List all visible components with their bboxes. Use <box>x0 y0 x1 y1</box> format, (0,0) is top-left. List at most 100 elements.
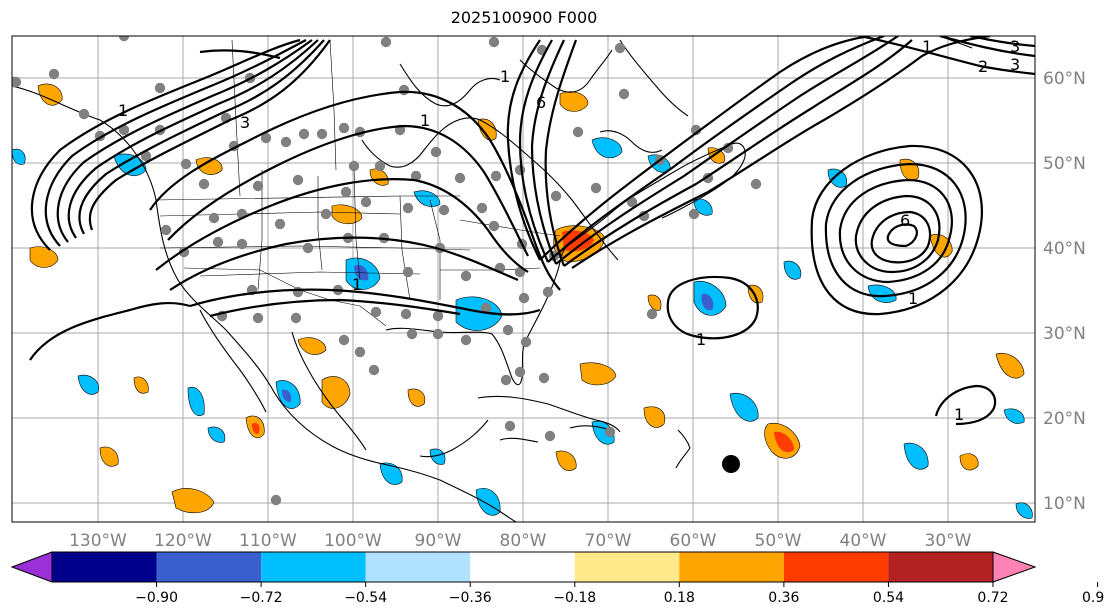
contour-label: 3 <box>1010 55 1020 74</box>
contour-label: 6 <box>536 93 546 112</box>
station-dot <box>78 108 90 120</box>
contour-line <box>506 39 541 261</box>
negative-anomaly-patch <box>207 426 226 443</box>
contour-line <box>555 36 899 265</box>
station-dot <box>480 302 492 314</box>
negative-anomaly-patch <box>379 462 403 485</box>
negative-anomaly-patch <box>783 260 802 280</box>
contour-line <box>539 36 871 261</box>
contour-line <box>563 39 913 267</box>
contour-line <box>149 90 561 291</box>
contour-line <box>199 49 281 60</box>
positive-anomaly-patch <box>579 362 617 386</box>
colorbar-segment <box>888 552 993 582</box>
contour-line <box>209 298 461 318</box>
station-dot <box>750 178 762 190</box>
station-dot <box>274 218 286 230</box>
station-dot <box>410 170 422 182</box>
station-dot <box>212 236 224 248</box>
station-dot <box>48 68 60 80</box>
positive-anomaly-patch <box>29 246 59 268</box>
colorbar-min-extension <box>10 551 53 583</box>
station-dot <box>432 310 444 322</box>
station-dot <box>302 242 314 254</box>
map-frame <box>11 35 1036 523</box>
station-dot <box>614 42 626 54</box>
contour-line <box>518 39 553 263</box>
contour-line <box>530 39 565 265</box>
contour-line <box>30 38 301 251</box>
station-dot <box>432 328 444 340</box>
longitude-labels: 130°W 120°W 110°W 100°W 90°W 80°W 70°W 60°W 50°W… <box>69 531 972 551</box>
station-dot <box>504 420 516 432</box>
contour-label: 3 <box>1010 37 1020 56</box>
station-dot <box>154 82 166 94</box>
station-dot <box>590 182 602 194</box>
longitude-label: 30°W <box>925 531 972 551</box>
colorbar-tick-label: −0.18 <box>553 590 596 606</box>
contour-line <box>886 223 918 248</box>
colorbar-segment <box>261 552 366 582</box>
station-dot <box>368 364 380 376</box>
station-dot <box>398 84 410 96</box>
contour-line <box>88 39 331 231</box>
positive-anomaly-patch <box>297 337 327 355</box>
contour-line <box>547 36 885 263</box>
contour-labels: 1 1 1 1 3 6 1 1 1 2 3 6 3 1 <box>118 37 1020 424</box>
positive-anomaly-patch <box>477 118 497 141</box>
contour-label: 6 <box>900 211 910 230</box>
negative-anomaly-patch <box>1003 408 1025 424</box>
station-dot <box>292 286 304 298</box>
contour-label: 1 <box>118 101 128 120</box>
positive-anomaly-patch <box>133 376 149 394</box>
station-dot <box>374 160 386 172</box>
negative-anomaly-patch <box>693 198 713 216</box>
anomaly-shading <box>12 83 1033 519</box>
negative-anomaly-patch <box>413 190 441 207</box>
longitude-label: 70°W <box>585 531 632 551</box>
station-dot <box>460 270 472 282</box>
station-dot <box>488 220 500 232</box>
station-dot <box>538 372 550 384</box>
colorbar-tick-label: 0.54 <box>873 590 904 606</box>
station-dot <box>638 210 650 222</box>
station-dot <box>252 312 264 324</box>
contour-line <box>56 39 313 243</box>
longitude-label: 40°W <box>840 531 887 551</box>
longitude-label: 90°W <box>415 531 462 551</box>
colorbar-segment <box>679 552 784 582</box>
contour-line <box>44 39 307 247</box>
station-dot <box>118 124 130 136</box>
colorbar-tick-label: 0.72 <box>977 590 1008 606</box>
contour-line <box>67 39 319 239</box>
station-dot <box>514 164 526 176</box>
station-dot <box>180 158 192 170</box>
contour-line <box>544 39 578 267</box>
station-dot <box>402 202 414 214</box>
negative-anomaly-patch <box>1015 502 1033 519</box>
station-dot <box>140 150 152 162</box>
contour-label: 2 <box>978 57 988 76</box>
station-dot <box>476 202 488 214</box>
positive-anomaly-patch <box>331 204 363 225</box>
station-dot <box>270 494 282 506</box>
longitude-label: 110°W <box>239 531 297 551</box>
contour-label: 1 <box>420 111 430 130</box>
contour-label: 1 <box>922 37 932 56</box>
contour-label: 1 <box>908 289 918 308</box>
colorbar-segment <box>470 552 575 582</box>
negative-anomaly-patch <box>591 137 623 159</box>
colorbar-tick-label: −0.36 <box>449 590 492 606</box>
positive-anomaly-patch <box>99 446 119 467</box>
station-dot <box>316 128 328 140</box>
colorbar-tick-label: 0.18 <box>664 590 695 606</box>
map-title: 2025100900 F000 <box>450 8 598 27</box>
station-dot <box>348 160 360 172</box>
contour-label: 1 <box>954 405 964 424</box>
negative-anomaly-patch <box>903 442 929 470</box>
observation-stations <box>12 36 762 506</box>
station-dot <box>572 126 584 138</box>
contour-line <box>859 36 1035 76</box>
negative-anomaly-patch <box>867 284 897 303</box>
contour-line <box>934 384 997 426</box>
